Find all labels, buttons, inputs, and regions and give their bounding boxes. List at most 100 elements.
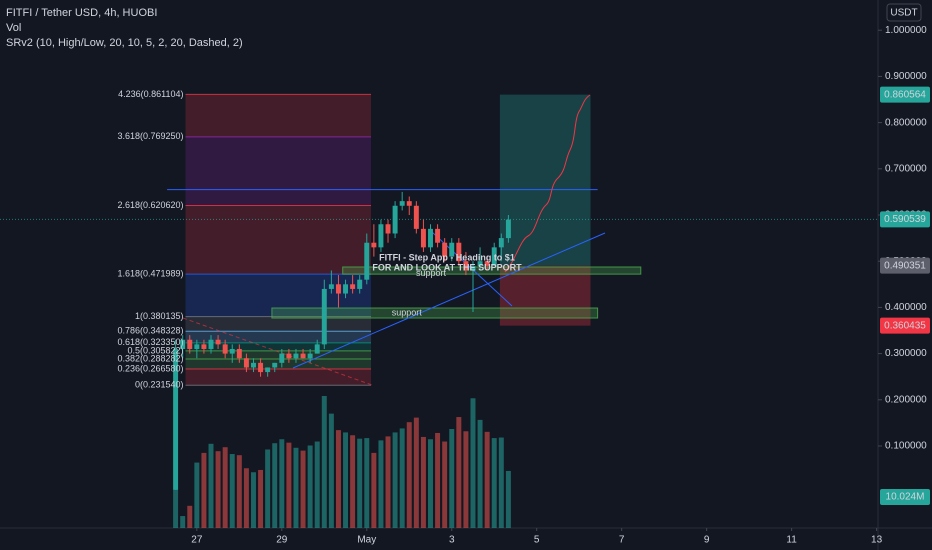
y-tick-label: 0.200000	[885, 394, 927, 405]
volume-bar	[293, 447, 299, 528]
volume-bar	[420, 436, 426, 528]
fib-label: 0.618(0.323350)	[117, 337, 183, 347]
candle-body	[449, 242, 455, 257]
volume-bar	[364, 438, 370, 528]
candle-body	[180, 339, 186, 349]
candle-body	[385, 224, 391, 234]
candle-body	[265, 367, 271, 373]
volume-bar	[399, 428, 405, 528]
volume-bar	[435, 432, 441, 528]
volume-bar	[194, 462, 200, 528]
candle-body	[435, 228, 441, 243]
volume-bar	[187, 505, 193, 528]
candle-body	[392, 205, 398, 234]
indicator-label: Vol	[6, 22, 21, 34]
note: FOR AND LOOK AT THE SUPPORT	[372, 262, 522, 272]
fib-label: 0.5(0.305822)	[127, 345, 183, 355]
fib-label: 0.236(0.266580)	[117, 363, 183, 373]
candle-body	[399, 201, 405, 206]
candle-body	[343, 284, 349, 294]
price-marker-label: 0.860564	[884, 89, 926, 100]
note: FITFI - Step App - Heading to $1	[379, 252, 515, 262]
support-label: support	[392, 307, 423, 317]
fib-band	[185, 136, 372, 206]
volume-bar	[215, 451, 221, 528]
volume-bar	[428, 439, 433, 528]
support-zone	[271, 307, 599, 319]
fib-label: 2.618(0.620620)	[117, 200, 183, 210]
position-loss	[499, 265, 591, 326]
volume-bar	[265, 449, 271, 528]
volume-layer	[173, 396, 511, 528]
volume-bar	[279, 439, 285, 528]
candle-body	[272, 362, 278, 368]
candle-body	[173, 348, 179, 490]
candle-body	[413, 205, 419, 229]
candle-body	[498, 238, 504, 248]
volume-bar	[222, 447, 228, 528]
volume-bar	[343, 432, 349, 528]
labels: FITFI / Tether USD, 4h, HUOBI Vol SRv2 (…	[6, 3, 930, 546]
volume-bar	[350, 435, 356, 528]
fib-label: 1(0.380135)	[135, 311, 184, 321]
fib-band	[185, 331, 372, 343]
volume-bar	[463, 431, 469, 528]
x-tick-label: May	[357, 535, 376, 546]
fib-band	[185, 350, 372, 360]
volume-bar	[392, 432, 398, 528]
dashed-line	[182, 317, 373, 386]
volume-marker-label: 10.024M	[886, 492, 925, 503]
indicator-label: SRv2 (10, High/Low, 20, 10, 5, 2, 20, Da…	[6, 37, 243, 49]
y-tick-label: 0.100000	[885, 441, 927, 452]
volume-bar	[272, 443, 278, 528]
volume-bar	[243, 468, 249, 528]
candle-body	[328, 284, 334, 289]
candle-body	[194, 344, 200, 349]
currency-box[interactable]	[886, 3, 922, 22]
candle-body	[378, 224, 384, 248]
candle-body	[258, 362, 264, 373]
candle-body	[208, 339, 214, 349]
volume-bar	[484, 431, 490, 528]
candle-body	[314, 344, 320, 354]
volume-bar	[378, 440, 384, 528]
candle-body	[307, 353, 313, 359]
candle-body	[286, 353, 292, 359]
candle-body	[357, 279, 363, 289]
volume-bar	[180, 516, 186, 528]
chart-title: FITFI / Tether USD, 4h, HUOBI	[6, 7, 157, 19]
x-tick-label: 29	[276, 535, 288, 546]
volume-bar	[449, 429, 455, 528]
volume-bar	[173, 489, 179, 528]
volume-bar	[491, 438, 497, 528]
fib-band	[185, 359, 372, 370]
background-drawings	[0, 93, 878, 386]
currency[interactable]: USDT	[890, 8, 917, 19]
candle-body	[215, 339, 221, 345]
price-marker	[880, 317, 930, 334]
volume-bar	[442, 441, 448, 528]
price-marker	[880, 211, 930, 228]
candle-body	[279, 353, 285, 363]
candle-body	[236, 348, 242, 359]
x-tick-label: 13	[871, 535, 883, 546]
volume-bar	[406, 422, 412, 528]
candle-body	[201, 344, 207, 349]
volume-bar	[335, 430, 341, 528]
volume-bar	[314, 441, 320, 528]
x-tick-label: 7	[619, 535, 625, 546]
fib-label: 1.618(0.471989)	[117, 269, 183, 279]
candle-body	[420, 228, 426, 248]
candle-body	[477, 261, 483, 266]
fib-label: 0.786(0.348328)	[117, 326, 183, 336]
fib-band	[185, 369, 372, 386]
x-tick-label: 3	[449, 535, 455, 546]
candle-body	[350, 284, 356, 289]
volume-bar	[229, 454, 235, 528]
volume-bar	[251, 472, 256, 528]
candle-body	[335, 284, 341, 294]
position-profit	[499, 94, 591, 266]
support-zone	[342, 266, 642, 275]
fib-band	[185, 342, 372, 351]
y-tick-label: 1.000000	[885, 25, 927, 36]
